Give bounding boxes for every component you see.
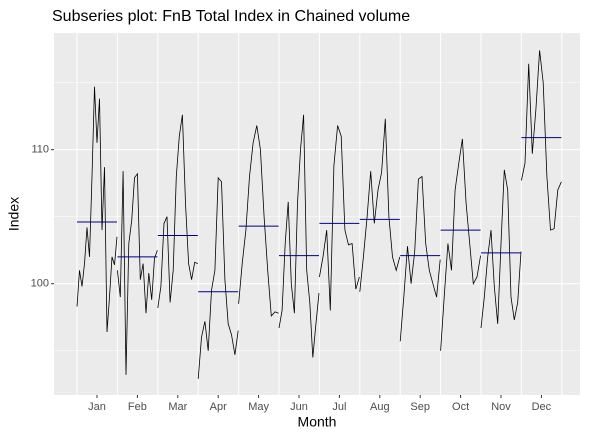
- x-tick-label: Sep: [410, 401, 430, 413]
- x-tick-label: Feb: [128, 401, 147, 413]
- chart-title: Subseries plot: FnB Total Index in Chain…: [52, 8, 410, 25]
- x-tick-label: Mar: [168, 401, 187, 413]
- subseries-line: [359, 118, 401, 292]
- x-tick-label: Oct: [452, 401, 469, 413]
- subseries-line: [76, 86, 118, 333]
- subseries-line: [440, 138, 481, 351]
- panel: [54, 33, 580, 395]
- y-tick-label: 100: [31, 278, 49, 290]
- subseries-line: [238, 125, 279, 317]
- x-tick-label: Jan: [88, 401, 106, 413]
- y-axis-label: Index: [6, 197, 22, 231]
- subseries-line: [117, 171, 158, 375]
- subseries-line: [521, 50, 562, 231]
- x-tick-label: Jul: [332, 401, 346, 413]
- x-tick-label: May: [248, 401, 269, 413]
- x-tick-label: Dec: [532, 401, 552, 413]
- subseries-line: [197, 176, 239, 379]
- subseries-line: [480, 169, 522, 329]
- subseries-line: [157, 114, 198, 308]
- x-tick-label: Aug: [370, 401, 390, 413]
- subseries-line: [319, 125, 360, 311]
- y-tick-label: 110: [31, 144, 49, 156]
- x-tick-label: Jun: [290, 401, 308, 413]
- subseries-line: [399, 175, 441, 342]
- x-tick-label: Nov: [491, 401, 511, 413]
- subseries-line: [278, 114, 320, 358]
- x-tick-label: Apr: [210, 401, 227, 413]
- x-axis-label: Month: [298, 414, 337, 430]
